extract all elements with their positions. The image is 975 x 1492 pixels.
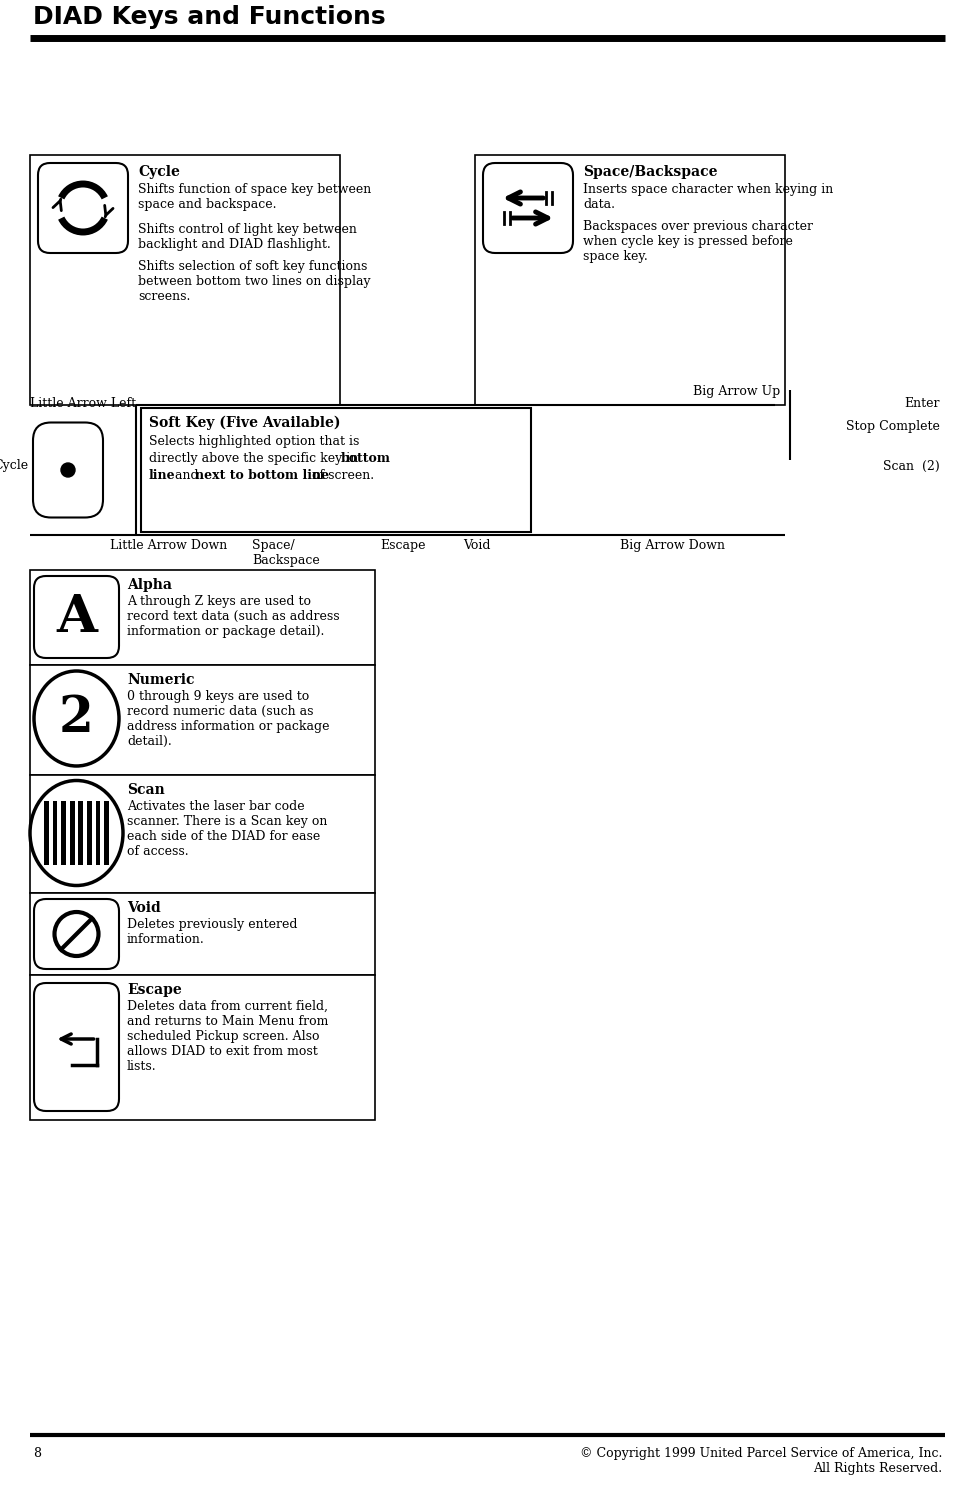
Text: and: and bbox=[171, 468, 203, 482]
Text: Big Arrow Up: Big Arrow Up bbox=[693, 385, 780, 398]
Bar bbox=[30, 665, 375, 774]
Text: A: A bbox=[57, 591, 97, 643]
Text: directly above the specific key in: directly above the specific key in bbox=[149, 452, 363, 466]
Bar bbox=[30, 774, 375, 894]
Text: DIAD Keys and Functions: DIAD Keys and Functions bbox=[33, 4, 386, 28]
Text: Big Arrow Down: Big Arrow Down bbox=[620, 539, 725, 552]
Text: Deletes previously entered
information.: Deletes previously entered information. bbox=[127, 918, 297, 946]
Bar bbox=[30, 974, 375, 1120]
Text: A through Z keys are used to
record text data (such as address
information or pa: A through Z keys are used to record text… bbox=[127, 595, 339, 639]
Text: Space/
Backspace: Space/ Backspace bbox=[252, 539, 320, 567]
Bar bbox=[53, 801, 58, 865]
Text: 2: 2 bbox=[59, 694, 94, 743]
Bar bbox=[70, 801, 75, 865]
FancyBboxPatch shape bbox=[34, 576, 119, 658]
Bar bbox=[61, 801, 66, 865]
FancyBboxPatch shape bbox=[34, 900, 119, 968]
Bar bbox=[96, 801, 100, 865]
Text: Little Arrow Left: Little Arrow Left bbox=[30, 397, 137, 410]
Text: Inserts space character when keying in
data.: Inserts space character when keying in d… bbox=[583, 184, 834, 210]
Bar bbox=[30, 894, 375, 974]
Text: Scan: Scan bbox=[127, 783, 165, 797]
FancyBboxPatch shape bbox=[38, 163, 128, 254]
Ellipse shape bbox=[34, 671, 119, 765]
Text: Void: Void bbox=[463, 539, 490, 552]
Ellipse shape bbox=[30, 780, 123, 885]
Text: Deletes data from current field,
and returns to Main Menu from
scheduled Pickup : Deletes data from current field, and ret… bbox=[127, 1000, 329, 1073]
Bar bbox=[78, 801, 83, 865]
Text: Shifts function of space key between
space and backspace.: Shifts function of space key between spa… bbox=[138, 184, 371, 210]
Bar bbox=[30, 155, 340, 404]
Text: Stop Complete: Stop Complete bbox=[846, 421, 940, 433]
Text: Cycle: Cycle bbox=[138, 166, 179, 179]
Text: Escape: Escape bbox=[380, 539, 425, 552]
Text: © Copyright 1999 United Parcel Service of America, Inc.
All Rights Reserved.: © Copyright 1999 United Parcel Service o… bbox=[579, 1447, 942, 1476]
Bar bbox=[44, 801, 49, 865]
Text: Soft Key (Five Available): Soft Key (Five Available) bbox=[149, 416, 340, 430]
Text: Backspaces over previous character
when cycle key is pressed before
space key.: Backspaces over previous character when … bbox=[583, 219, 813, 263]
FancyBboxPatch shape bbox=[34, 983, 119, 1112]
Text: Void: Void bbox=[127, 901, 161, 915]
Text: Scan  (2): Scan (2) bbox=[883, 460, 940, 473]
Text: next to bottom line: next to bottom line bbox=[195, 468, 330, 482]
Text: Shifts control of light key between
backlight and DIAD flashlight.: Shifts control of light key between back… bbox=[138, 222, 357, 251]
Bar bbox=[141, 407, 531, 533]
Bar bbox=[87, 801, 92, 865]
Text: Activates the laser bar code
scanner. There is a Scan key on
each side of the DI: Activates the laser bar code scanner. Th… bbox=[127, 800, 328, 858]
Bar bbox=[475, 155, 785, 404]
Text: Cycle: Cycle bbox=[0, 458, 28, 471]
FancyBboxPatch shape bbox=[483, 163, 573, 254]
FancyBboxPatch shape bbox=[33, 422, 103, 518]
Text: Numeric: Numeric bbox=[127, 673, 194, 686]
Text: Selects highlighted option that is: Selects highlighted option that is bbox=[149, 436, 360, 448]
Bar bbox=[104, 801, 109, 865]
Text: Escape: Escape bbox=[127, 983, 181, 997]
Text: Space/Backspace: Space/Backspace bbox=[583, 166, 718, 179]
Text: of screen.: of screen. bbox=[308, 468, 374, 482]
Circle shape bbox=[61, 463, 75, 477]
Text: bottom: bottom bbox=[341, 452, 391, 466]
Text: line: line bbox=[149, 468, 176, 482]
Text: Alpha: Alpha bbox=[127, 577, 172, 592]
Text: Enter: Enter bbox=[905, 397, 940, 410]
Text: 8: 8 bbox=[33, 1447, 41, 1461]
Text: Little Arrow Down: Little Arrow Down bbox=[110, 539, 227, 552]
Bar bbox=[30, 570, 375, 665]
Text: Shifts selection of soft key functions
between bottom two lines on display
scree: Shifts selection of soft key functions b… bbox=[138, 260, 370, 303]
Text: 0 through 9 keys are used to
record numeric data (such as
address information or: 0 through 9 keys are used to record nume… bbox=[127, 689, 330, 747]
